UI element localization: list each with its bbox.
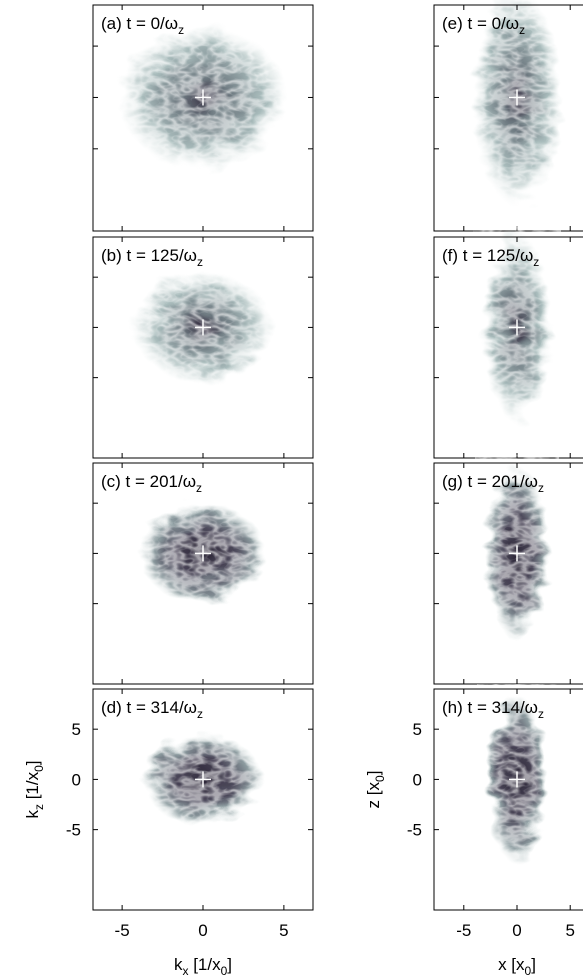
label-text: k [23,810,42,819]
label-subscript: z [533,255,539,269]
x-tick-label: -5 [115,921,130,940]
panel [433,684,583,911]
label-subscript: z [32,804,46,810]
panel-label: (f) t = 125/ωz [442,246,539,269]
panel-label: (b) t = 125/ωz [101,246,203,269]
x-tick-label: 0 [198,921,207,940]
y-tick-label: -5 [66,821,81,840]
panel [433,222,583,459]
label-subscript: 0 [525,964,532,978]
label-text: ] [531,955,536,974]
label-text: (f) t = 125/ω [442,246,533,265]
label-subscript: 0 [373,775,387,782]
label-subscript: z [538,707,544,721]
label-text: (b) t = 125/ω [101,246,197,265]
x-axis-label: kx [1/x0] [174,955,232,978]
label-subscript: z [197,707,203,721]
x-tick-label: 5 [279,921,288,940]
panel [92,462,314,685]
y-tick-label: 0 [72,770,81,789]
panel-label: (h) t = 314/ωz [442,698,544,721]
panel [433,455,583,685]
panel [433,0,583,232]
panel [92,4,314,232]
label-subscript: z [196,481,202,495]
label-text: k [174,955,183,974]
x-tick-label: 5 [565,921,574,940]
label-text: ] [227,955,232,974]
y-axis-label: z [x0] [364,771,387,809]
label-text: (g) t = 201/ω [442,472,538,491]
panel-label: (a) t = 0/ωz [101,14,184,37]
label-subscript: z [538,481,544,495]
x-tick-label: 0 [512,921,521,940]
y-tick-label: 0 [413,770,422,789]
y-axis-label: kz [1/x0] [23,760,46,818]
y-tick-label: -5 [407,821,422,840]
panel [92,236,314,459]
panel-label: (d) t = 314/ωz [101,698,203,721]
y-tick-label: 5 [413,720,422,739]
label-text: [1/x [188,955,221,974]
label-subscript: z [197,255,203,269]
label-text: (h) t = 314/ω [442,698,538,717]
label-text: (e) t = 0/ω [442,14,519,33]
label-text: z [x [364,781,383,808]
label-text: (d) t = 314/ω [101,698,197,717]
label-subscript: x [182,964,188,978]
label-subscript: 0 [221,964,228,978]
label-subscript: z [519,23,525,37]
label-text: [1/x [23,771,42,804]
label-text: ] [364,771,383,776]
label-subscript: z [178,23,184,37]
label-text: ] [23,760,42,765]
label-text: (a) t = 0/ω [101,14,178,33]
density-texture [463,0,571,216]
label-text: (c) t = 201/ω [101,472,196,491]
panel-label: (c) t = 201/ωz [101,472,202,495]
x-axis-label: x [x0] [498,955,536,978]
panel-label: (g) t = 201/ωz [442,472,544,495]
panel [92,688,314,911]
y-tick-label: 5 [72,720,81,739]
label-text: x [x [498,955,525,974]
label-subscript: 0 [32,765,46,772]
x-tick-label: -5 [456,921,471,940]
panel-label: (e) t = 0/ωz [442,14,525,37]
